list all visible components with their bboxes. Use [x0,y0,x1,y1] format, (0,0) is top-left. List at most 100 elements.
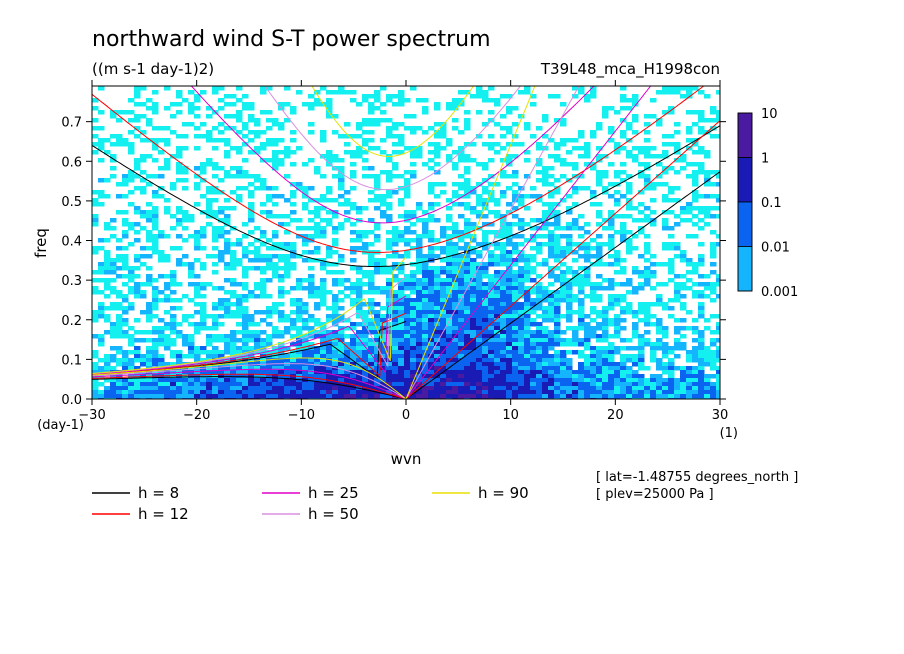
field-cell [158,194,165,199]
field-cell [458,382,465,387]
field-cell [158,274,165,279]
field-cell [572,94,579,99]
field-cell [152,194,159,199]
field-cell [242,274,249,279]
field-cell [398,150,405,155]
field-cell [344,198,351,203]
field-cell [458,230,465,235]
field-cell [92,354,99,359]
field-cell [662,90,669,95]
field-cell [164,294,171,299]
field-cell [134,186,141,191]
field-cell [326,290,333,295]
field-cell [698,262,705,267]
field-cell [392,310,399,315]
field-cell [314,366,321,371]
field-cell [392,254,399,259]
field-cell [392,126,399,131]
field-cell [476,366,483,371]
field-cell [392,298,399,303]
field-cell [476,330,483,335]
field-cell [332,250,339,255]
field-cell [710,358,717,363]
field-cell [578,130,585,135]
field-cell [416,378,423,383]
field-cell [554,350,561,355]
field-cell [536,262,543,267]
field-cell [680,218,687,223]
field-cell [524,354,531,359]
field-cell [434,142,441,147]
field-cell [662,354,669,359]
field-cell [506,342,513,347]
field-cell [206,206,213,211]
field-cell [212,238,219,243]
field-cell [590,330,597,335]
field-cell [578,382,585,387]
field-cell [434,254,441,259]
field-cell [566,394,573,399]
field-cell [530,322,537,327]
field-cell [650,378,657,383]
field-cell [128,382,135,387]
field-cell [542,242,549,247]
field-cell [536,170,543,175]
field-cell [176,162,183,167]
field-cell [140,358,147,363]
field-cell [542,226,549,231]
field-cell [248,266,255,271]
field-cell [134,286,141,291]
field-cell [536,158,543,163]
field-cell [626,306,633,311]
field-cell [464,222,471,227]
field-cell [290,202,297,207]
field-cell [230,206,237,211]
field-cell [296,286,303,291]
field-cell [638,286,645,291]
field-cell [386,178,393,183]
field-cell [596,338,603,343]
field-cell [506,318,513,323]
field-cell [122,322,129,327]
field-cell [182,226,189,231]
field-cell [158,290,165,295]
field-cell [476,250,483,255]
field-cell [680,250,687,255]
field-cell [338,222,345,227]
field-cell [464,234,471,239]
field-cell [248,114,255,119]
field-cell [392,274,399,279]
field-cell [536,274,543,279]
field-cell [194,386,201,391]
field-cell [158,334,165,339]
field-cell [602,322,609,327]
field-cell [272,326,279,331]
field-cell [470,354,477,359]
field-cell [680,334,687,339]
field-cell [536,142,543,147]
field-cell [398,90,405,95]
field-cell [212,326,219,331]
field-cell [350,286,357,291]
field-cell [128,378,135,383]
field-cell [620,134,627,139]
colorbar-swatch [737,112,753,158]
field-cell [446,282,453,287]
field-cell [470,246,477,251]
field-cell [674,130,681,135]
field-cell [674,90,681,95]
field-cell [362,174,369,179]
field-cell [248,214,255,219]
field-cell [326,318,333,323]
field-cell [428,278,435,283]
x-tick-label: −20 [183,408,210,423]
field-cell [452,374,459,379]
field-cell [452,166,459,171]
field-cell [566,390,573,395]
field-cell [122,178,129,183]
field-cell [668,90,675,95]
field-cell [698,382,705,387]
field-cell [416,314,423,319]
field-cell [512,234,519,239]
field-cell [152,286,159,291]
